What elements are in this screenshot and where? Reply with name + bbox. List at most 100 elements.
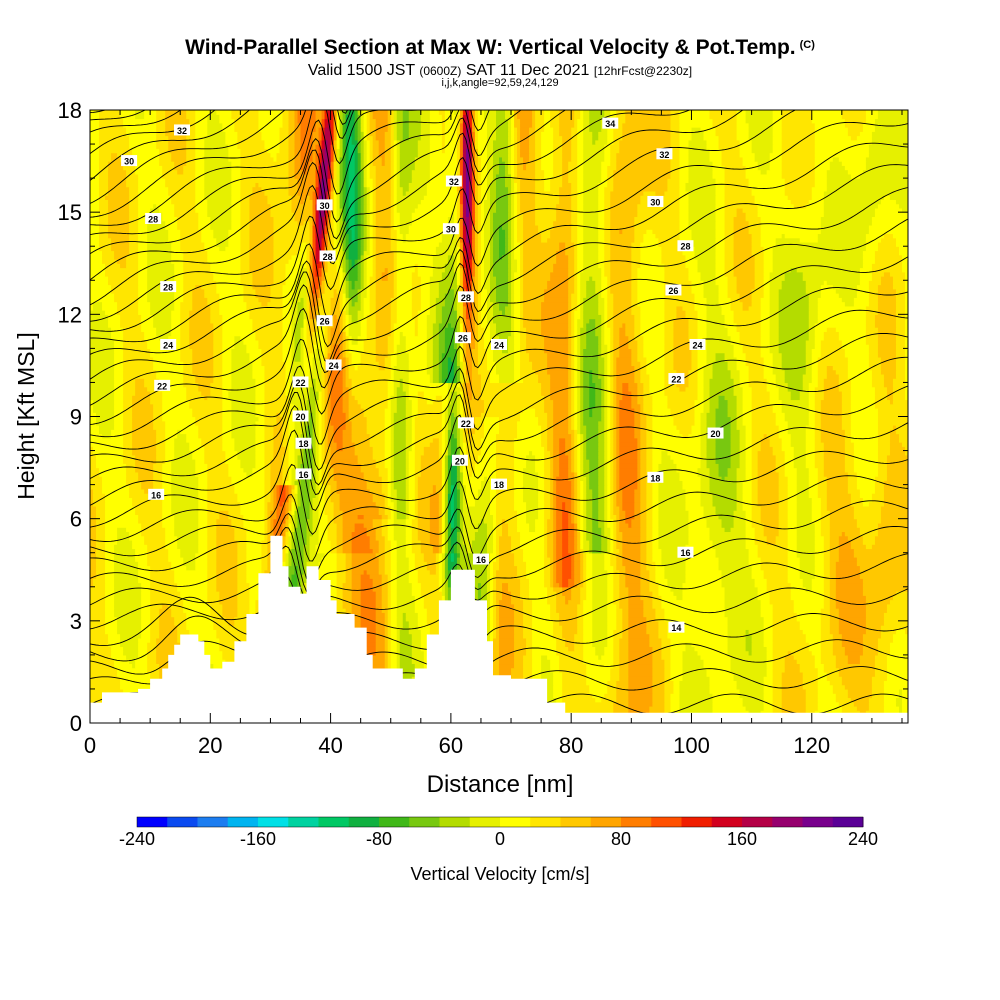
heat-cell <box>814 459 825 464</box>
heat-cell <box>628 697 653 703</box>
heat-cell <box>814 561 825 567</box>
heat-cell <box>562 565 572 571</box>
heat-cell <box>583 454 587 460</box>
heat-cell <box>408 629 422 635</box>
heat-cell <box>592 616 608 622</box>
heat-cell <box>207 518 217 524</box>
heat-cell <box>526 650 533 656</box>
heat-cell <box>814 710 843 716</box>
heat-cell <box>387 616 392 622</box>
heat-cell <box>592 488 599 494</box>
heat-cell <box>589 459 599 464</box>
heat-cell <box>553 493 557 498</box>
heat-cell <box>760 710 774 716</box>
heat-cell <box>670 654 684 660</box>
heat-cell <box>646 459 653 464</box>
heat-cell <box>237 493 266 498</box>
heat-cell <box>556 522 563 528</box>
heat-cell <box>447 484 452 490</box>
heat-cell <box>342 514 359 520</box>
heat-cell <box>453 518 458 524</box>
heat-cell <box>144 488 151 494</box>
heat-cell <box>751 467 759 473</box>
heat-cell <box>441 454 446 460</box>
heat-cell <box>90 608 106 613</box>
heat-cell <box>553 620 560 626</box>
heat-cell <box>417 574 440 579</box>
heat-cell <box>381 476 389 481</box>
heat-cell <box>246 552 263 558</box>
heat-cell <box>709 535 747 541</box>
heat-cell <box>441 591 446 596</box>
heat-cell <box>105 493 130 498</box>
heat-cell <box>387 586 392 592</box>
heat-cell <box>619 595 629 601</box>
heat-cell <box>495 497 515 503</box>
heat-cell <box>237 574 247 579</box>
heat-cell <box>447 450 452 456</box>
heat-cell <box>829 599 837 605</box>
heat-cell <box>829 578 837 584</box>
heat-cell <box>814 654 822 660</box>
heat-cell <box>171 480 199 486</box>
heat-cell <box>598 450 605 456</box>
heat-cell <box>441 467 446 473</box>
heat-cell <box>559 454 569 460</box>
heat-cell <box>282 556 287 562</box>
heat-cell <box>616 688 629 694</box>
heat-cell <box>508 531 521 537</box>
heat-cell <box>523 467 536 473</box>
heat-cell <box>682 595 726 601</box>
heat-cell <box>315 480 320 486</box>
heat-cell <box>904 629 908 635</box>
heat-cell <box>886 663 908 669</box>
heat-cell <box>486 574 491 579</box>
heat-cell <box>886 476 908 481</box>
heat-cell <box>486 565 491 571</box>
heat-cell <box>763 642 774 647</box>
heat-cell <box>550 569 554 575</box>
heat-cell <box>237 556 247 562</box>
heat-cell <box>700 480 711 486</box>
heat-cell <box>862 586 908 592</box>
heat-cell <box>318 539 332 545</box>
heat-cell <box>544 501 551 507</box>
heat-cell <box>583 629 593 635</box>
heat-cell <box>820 510 831 516</box>
heat-cell <box>90 574 97 579</box>
heat-cell <box>751 505 762 511</box>
heat-cell <box>216 578 238 584</box>
heat-cell <box>574 484 578 490</box>
heat-cell <box>285 488 290 494</box>
heat-cell <box>363 637 377 643</box>
heat-cell <box>568 467 572 473</box>
heat-cell <box>93 493 106 498</box>
heat-cell <box>556 484 572 490</box>
heat-cell <box>544 454 551 460</box>
heat-cell <box>186 612 211 618</box>
heat-cell <box>865 710 885 716</box>
heat-cell <box>381 484 389 490</box>
heat-cell <box>489 501 497 507</box>
heat-cell <box>492 616 497 622</box>
heat-cell <box>495 599 500 605</box>
heat-cell <box>877 531 908 537</box>
heat-cell <box>580 527 584 533</box>
heat-cell <box>577 450 581 456</box>
heat-cell <box>805 586 813 592</box>
heat-cell <box>444 510 449 516</box>
heat-cell <box>838 535 849 541</box>
heat-cell <box>447 471 452 477</box>
heat-cell <box>577 501 581 507</box>
heat-cell <box>444 459 449 464</box>
heat-cell <box>387 620 392 626</box>
heat-cell <box>453 552 458 558</box>
heat-cell <box>745 646 753 652</box>
heat-cell <box>456 484 461 490</box>
heat-cell <box>520 539 545 545</box>
heat-cell <box>613 467 617 473</box>
heat-cell <box>375 501 386 507</box>
heat-cell <box>351 578 362 584</box>
heat-cell <box>387 633 392 639</box>
heat-cell <box>787 574 801 579</box>
